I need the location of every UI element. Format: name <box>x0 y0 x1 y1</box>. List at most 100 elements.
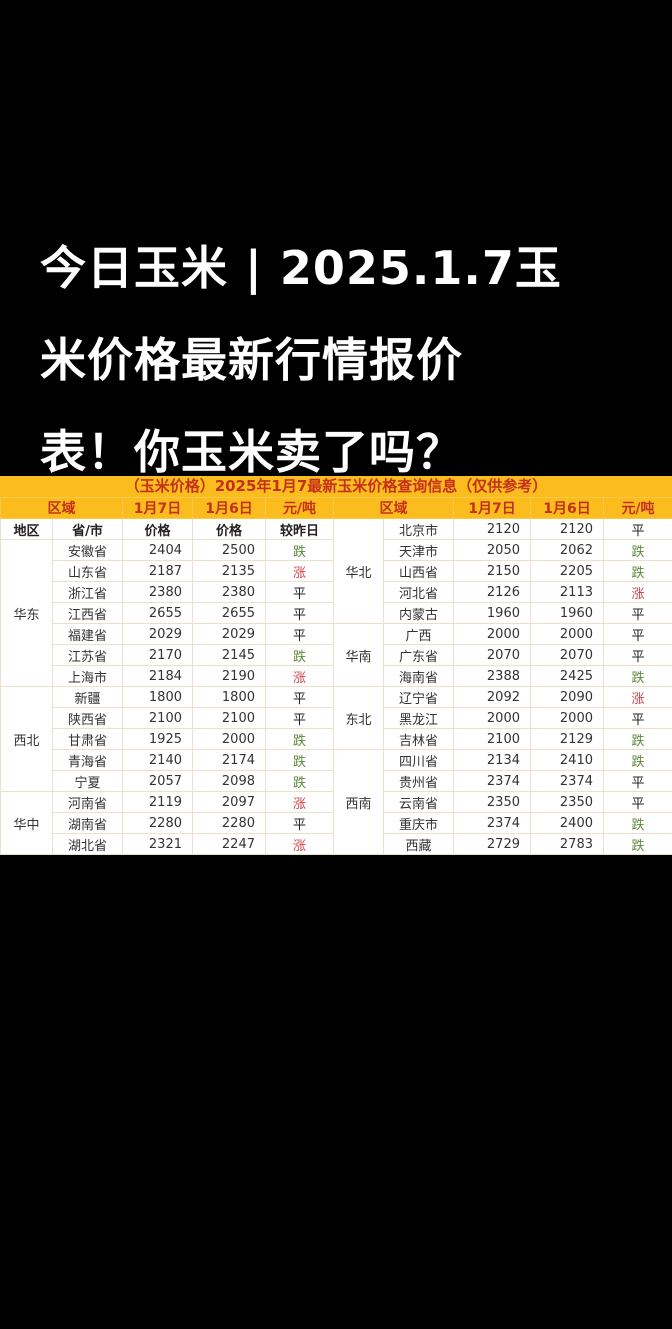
price-table-right: 区域 1月7日 1月6日 元/吨 华北 北京市 2120 2120 平天津市 2050 2062 跌山… <box>333 497 672 855</box>
change-indicator: 平 <box>603 602 672 624</box>
table-row: 湖南省 2280 2280 平 <box>1 812 334 834</box>
change-indicator: 平 <box>603 623 672 645</box>
price-jan6: 2100 <box>192 707 266 729</box>
province-cell: 北京市 <box>383 518 454 540</box>
table-row: 华东 安徽省 2404 2500 跌 <box>0 539 334 687</box>
province-cell: 山东省 <box>52 560 123 582</box>
price-jan6: 2090 <box>530 686 604 708</box>
change-indicator: 平 <box>603 770 672 792</box>
price-jan7: 2140 <box>122 749 193 771</box>
table-row: 内蒙古 1960 1960 平 <box>334 602 672 624</box>
header-cell: 元/吨 <box>265 497 334 519</box>
change-indicator: 平 <box>603 644 672 666</box>
region-cell: 华中 <box>0 791 53 855</box>
change-indicator: 跌 <box>603 665 672 687</box>
province-cell: 陕西省 <box>52 707 123 729</box>
price-jan6: 2029 <box>192 623 266 645</box>
subheader-cell: 省/市 <box>52 518 123 540</box>
region-cell: 西南 <box>333 749 384 855</box>
price-jan7: 2057 <box>122 770 193 792</box>
province-cell: 山西省 <box>383 560 454 582</box>
table-row: 宁夏 2057 2098 跌 <box>1 770 334 792</box>
table-row: 海南省 2388 2425 跌 <box>334 665 672 687</box>
province-cell: 西藏 <box>383 833 454 855</box>
region-cell: 西北 <box>0 686 53 792</box>
province-cell: 湖北省 <box>52 833 123 855</box>
price-jan7: 2187 <box>122 560 193 582</box>
table-row: 广东省 2070 2070 平 <box>334 644 672 666</box>
table-row: 山西省 2150 2205 跌 <box>334 560 672 582</box>
change-indicator: 平 <box>265 686 334 708</box>
price-jan7: 2100 <box>122 707 193 729</box>
change-indicator: 平 <box>265 707 334 729</box>
subheader-cell: 价格 <box>122 518 193 540</box>
price-jan6: 2400 <box>530 812 604 834</box>
province-cell: 青海省 <box>52 749 123 771</box>
table-row: 河北省 2126 2113 涨 <box>334 581 672 603</box>
price-jan6: 2500 <box>192 539 266 561</box>
price-jan7: 2126 <box>453 581 531 603</box>
price-jan6: 2129 <box>530 728 604 750</box>
province-cell: 河北省 <box>383 581 454 603</box>
header-cell: 1月6日 <box>530 497 604 519</box>
province-cell: 黑龙江 <box>383 707 454 729</box>
price-jan7: 2000 <box>453 623 531 645</box>
subheader-row: 地区 省/市 价格 价格 较昨日 <box>0 518 334 540</box>
province-cell: 辽宁省 <box>383 686 454 708</box>
province-cell: 新疆 <box>52 686 123 708</box>
table-row: 吉林省 2100 2129 跌 <box>334 728 672 750</box>
price-jan7: 2380 <box>122 581 193 603</box>
province-cell: 广东省 <box>383 644 454 666</box>
province-cell: 内蒙古 <box>383 602 454 624</box>
header-cell: 1月7日 <box>122 497 193 519</box>
table-row: 云南省 2350 2350 平 <box>334 791 672 813</box>
province-cell: 福建省 <box>52 623 123 645</box>
price-jan7: 2729 <box>453 833 531 855</box>
province-cell: 贵州省 <box>383 770 454 792</box>
price-jan6: 2350 <box>530 791 604 813</box>
price-jan6: 2190 <box>192 665 266 687</box>
headline-line: 今日玉米 | 2025.1.7玉 <box>40 241 562 295</box>
province-cell: 浙江省 <box>52 581 123 603</box>
header-row: 区域 1月7日 1月6日 元/吨 <box>333 497 672 519</box>
price-jan6: 2097 <box>192 791 266 813</box>
change-indicator: 涨 <box>265 560 334 582</box>
price-jan7: 2119 <box>122 791 193 813</box>
price-jan6: 2135 <box>192 560 266 582</box>
change-indicator: 涨 <box>265 665 334 687</box>
province-cell: 湖南省 <box>52 812 123 834</box>
province-cell: 海南省 <box>383 665 454 687</box>
subheader-cell: 较昨日 <box>265 518 334 540</box>
change-indicator: 跌 <box>603 728 672 750</box>
price-jan7: 2280 <box>122 812 193 834</box>
price-jan7: 2184 <box>122 665 193 687</box>
table-title: （玉米价格）2025年1月7最新玉米价格查询信息（仅供参考） <box>0 476 672 497</box>
subheader-cell: 地区 <box>0 518 53 540</box>
province-cell: 江西省 <box>52 602 123 624</box>
price-jan6: 1960 <box>530 602 604 624</box>
province-cell: 广西 <box>383 623 454 645</box>
price-jan6: 2174 <box>192 749 266 771</box>
table-row: 西藏 2729 2783 跌 <box>334 833 672 855</box>
price-jan6: 2113 <box>530 581 604 603</box>
price-jan7: 1925 <box>122 728 193 750</box>
change-indicator: 涨 <box>265 833 334 855</box>
price-jan7: 2134 <box>453 749 531 771</box>
change-indicator: 平 <box>265 623 334 645</box>
region-cell: 华南 <box>333 623 384 687</box>
province-cell: 甘肃省 <box>52 728 123 750</box>
change-indicator: 跌 <box>603 560 672 582</box>
table-row: 浙江省 2380 2380 平 <box>1 581 334 603</box>
header-region: 区域 <box>0 497 123 519</box>
change-indicator: 涨 <box>603 581 672 603</box>
change-indicator: 涨 <box>603 686 672 708</box>
region-cell: 华北 <box>333 518 384 624</box>
change-indicator: 平 <box>265 812 334 834</box>
table-row: 青海省 2140 2174 跌 <box>1 749 334 771</box>
change-indicator: 跌 <box>603 833 672 855</box>
change-indicator: 跌 <box>603 749 672 771</box>
price-jan7: 2374 <box>453 770 531 792</box>
province-cell: 云南省 <box>383 791 454 813</box>
table-row: 福建省 2029 2029 平 <box>1 623 334 645</box>
price-jan7: 2100 <box>453 728 531 750</box>
